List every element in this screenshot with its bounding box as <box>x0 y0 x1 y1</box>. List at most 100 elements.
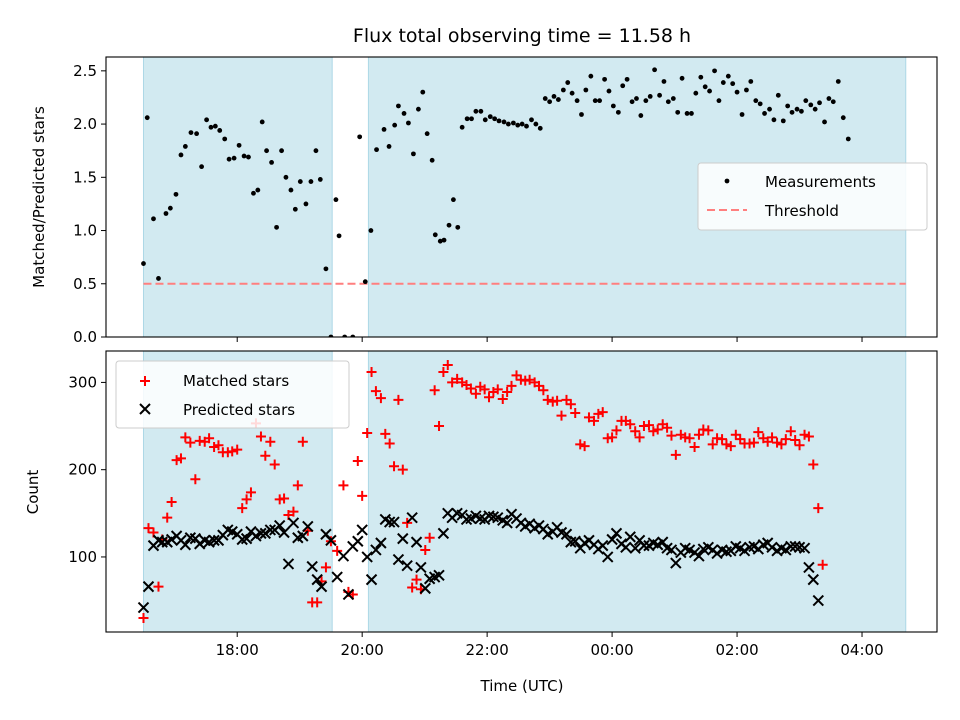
measurement-point <box>519 121 525 127</box>
measurement-point <box>492 116 498 122</box>
predicted-star-point <box>738 545 751 557</box>
measurement-point <box>283 174 289 180</box>
measurement-point <box>144 115 150 121</box>
measurement-point <box>487 114 493 120</box>
predicted-star-point <box>342 588 355 601</box>
predicted-star-point <box>565 536 577 548</box>
matched-star-point <box>279 493 290 504</box>
matched-star-point <box>470 388 481 399</box>
bottom-y-tick-label: 300 <box>68 373 97 391</box>
measurement-point <box>368 228 374 233</box>
measurement-point <box>323 266 329 272</box>
measurement-point <box>702 84 708 90</box>
top-y-axis-label: Matched/Predicted stars <box>30 106 48 288</box>
matched-star-point <box>366 366 377 377</box>
measurement-point <box>178 152 184 158</box>
measurement-point <box>429 157 435 163</box>
measurement-point <box>226 156 232 162</box>
measurement-point <box>679 75 685 81</box>
predicted-star-point <box>483 510 495 522</box>
measurement-point <box>817 100 822 106</box>
measurement-point <box>241 153 247 159</box>
top-legend: Measurements Threshold <box>697 162 928 231</box>
predicted-star-point <box>273 519 286 532</box>
measurement-point <box>269 159 274 165</box>
measurement-point <box>707 88 712 94</box>
predicted-star-point <box>720 546 733 558</box>
matched-star-point <box>762 436 773 447</box>
matched-star-point <box>730 429 741 440</box>
measurement-point <box>762 111 767 116</box>
predicted-star-point <box>606 533 618 546</box>
measurement-point <box>424 131 430 137</box>
matched-star-point <box>707 439 718 450</box>
measurement-point <box>212 123 218 129</box>
measurement-point <box>725 73 731 79</box>
measurement-point <box>141 261 146 266</box>
top-y-tick-label: 0.5 <box>73 275 97 293</box>
matched-star-point <box>735 434 746 445</box>
predicted-star-point <box>560 528 573 540</box>
measurement-point <box>808 102 814 108</box>
measurement-point <box>446 222 452 228</box>
matched-star-point <box>538 385 549 396</box>
matched-star-point <box>607 432 618 443</box>
measurement-point <box>574 98 580 104</box>
measurement-point <box>392 122 398 128</box>
matched-star-point <box>209 441 220 452</box>
bottom-x-tick-label: 02:00 <box>715 641 758 659</box>
matched-star-point <box>255 431 266 442</box>
matched-star-point <box>611 425 622 436</box>
bottom-y-tick-label: 100 <box>68 548 97 566</box>
matched-star-point <box>162 512 173 523</box>
matched-star-point <box>389 461 400 472</box>
matched-star-point <box>630 426 641 437</box>
measurement-point <box>156 276 161 281</box>
predicted-star-point <box>397 532 409 545</box>
measurement-point <box>297 179 303 184</box>
matched-star-point <box>407 582 418 593</box>
measurement-point <box>560 87 566 93</box>
measurement-point <box>464 116 470 122</box>
measurement-point <box>482 117 488 123</box>
predicted-star-point <box>278 526 290 539</box>
measurement-point <box>624 76 630 82</box>
matched-star-point <box>813 503 824 514</box>
measurement-point <box>328 334 334 337</box>
measurement-point <box>547 99 553 105</box>
measurement-point <box>208 124 214 130</box>
matched-star-point <box>625 419 636 430</box>
matched-star-point <box>370 386 381 397</box>
matched-star-point <box>506 380 517 391</box>
matched-star-point <box>479 384 490 395</box>
matched-star-point <box>265 436 276 447</box>
measurement-point <box>204 117 209 123</box>
measurement-point <box>496 118 502 124</box>
measurement-point <box>583 87 589 93</box>
top-y-tick-label: 2.5 <box>73 62 97 80</box>
measurement-point <box>350 334 356 337</box>
measurement-point <box>357 134 363 140</box>
measurement-point <box>579 112 584 117</box>
measurement-point <box>803 98 809 104</box>
measurement-point <box>251 190 256 196</box>
measurement-point <box>684 111 690 116</box>
measurement-point <box>657 92 662 98</box>
legend-box <box>115 360 350 429</box>
measurement-point <box>771 117 777 123</box>
predicted-star-point <box>282 558 295 570</box>
measurement-point <box>698 74 704 80</box>
predicted-star-point <box>287 517 300 529</box>
measurement-point <box>432 232 438 238</box>
matched-star-point <box>143 523 154 534</box>
matched-star-point <box>138 613 149 624</box>
matched-star-point <box>772 437 783 448</box>
matched-star-point <box>420 544 431 555</box>
matched-star-point <box>666 430 677 441</box>
matched-star-point <box>579 441 590 452</box>
measurement-point <box>592 98 598 104</box>
matched-star-point <box>652 424 663 435</box>
matched-star-point <box>190 474 201 485</box>
predicted-star-point <box>375 537 387 549</box>
